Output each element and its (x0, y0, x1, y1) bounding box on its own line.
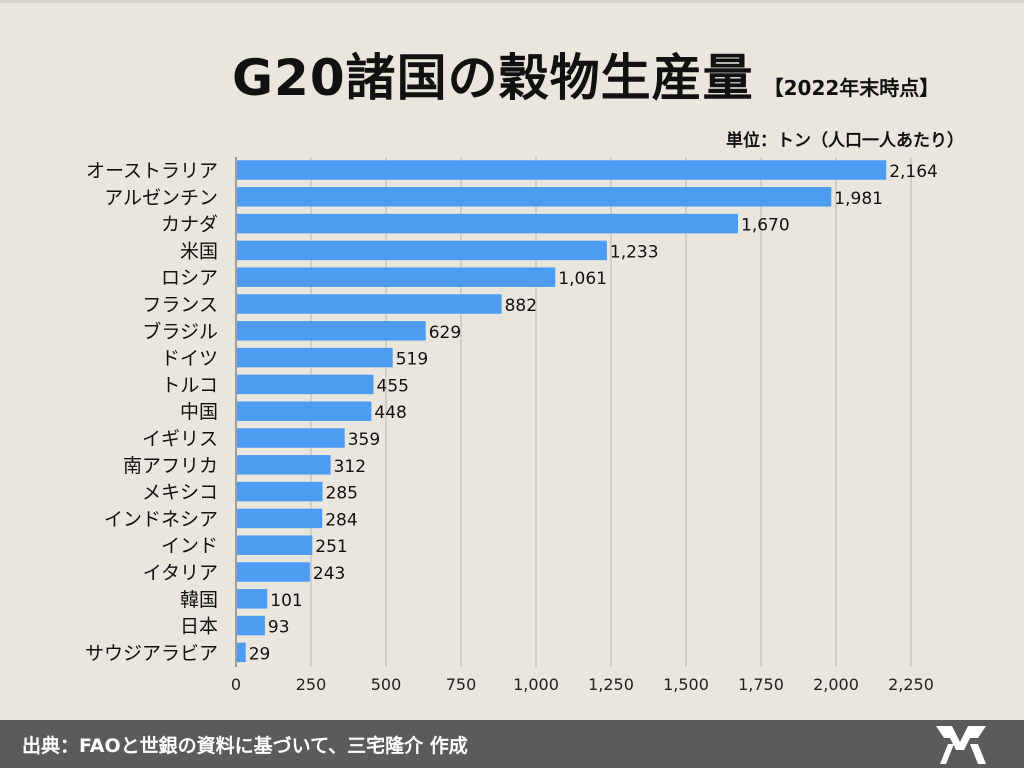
value-label: 455 (377, 376, 409, 396)
category-label: 韓国 (180, 589, 218, 611)
bar-chart: 0 250 500 750 1,000 1,250 1,500 1,750 2,000 2,250… (85, 157, 938, 694)
footer-bar: 出典：FAOと世銀の資料に基づいて、三宅隆介 作成 (0, 720, 1024, 768)
value-label: 312 (334, 457, 366, 477)
bar (237, 481, 323, 502)
value-label: 1,670 (741, 216, 790, 236)
bar (237, 160, 887, 180)
value-label: 101 (270, 591, 302, 611)
title-main: G20諸国の穀物生産量 (232, 49, 754, 107)
category-label: 中国 (180, 401, 218, 423)
x-tick-label: 1,250 (588, 675, 634, 694)
unit-label: 単位：トン（人口一人あたり） (726, 131, 964, 151)
category-label: 日本 (180, 616, 218, 638)
bar (237, 562, 310, 582)
bar (237, 187, 832, 207)
bar (237, 642, 246, 663)
value-label: 519 (396, 350, 428, 370)
category-label: アルゼンチン (104, 187, 218, 209)
x-tick-label: 2,000 (813, 675, 859, 694)
category-label: ドイツ (161, 348, 218, 370)
value-label: 284 (325, 510, 357, 530)
bar (237, 213, 738, 234)
x-tick-label: 1,000 (513, 675, 559, 694)
x-tick-label: 0 (231, 675, 241, 694)
category-label: フランス (142, 294, 218, 316)
category-label: イギリス (142, 428, 218, 450)
category-label: ブラジル (142, 320, 218, 343)
x-tick-label: 1,500 (663, 675, 709, 694)
value-label: 629 (429, 323, 461, 343)
category-label: インドネシア (104, 508, 218, 530)
bar (237, 535, 313, 555)
x-tick-label: 1,750 (738, 675, 784, 694)
bar (237, 240, 607, 261)
source-note: 出典：FAOと世銀の資料に基づいて、三宅隆介 作成 (22, 735, 468, 757)
x-tick-label: 2,250 (888, 675, 934, 694)
category-label: サウジアラビア (85, 642, 218, 664)
bar (237, 347, 393, 368)
bar (237, 428, 345, 448)
value-label: 882 (505, 296, 537, 316)
value-label: 448 (374, 403, 406, 423)
value-label: 29 (249, 644, 271, 664)
title-sub: 【2022年末時点】 (763, 76, 940, 100)
bar (237, 455, 331, 475)
bar (237, 401, 372, 421)
category-label: イタリア (143, 562, 218, 584)
value-label: 2,164 (889, 162, 938, 182)
bar (237, 615, 265, 636)
category-label: 南アフリカ (123, 455, 218, 477)
category-label: カナダ (161, 214, 218, 236)
x-tick-label: 500 (371, 675, 402, 694)
category-label: オーストラリア (86, 160, 218, 182)
bar (237, 321, 426, 341)
value-label: 93 (268, 618, 290, 638)
value-label: 251 (315, 537, 347, 557)
chart-title: G20諸国の穀物生産量 【2022年末時点】 (232, 38, 939, 110)
value-label: 1,981 (834, 189, 883, 209)
value-label: 285 (326, 484, 358, 504)
category-label: ロシア (161, 267, 218, 289)
category-label: インド (161, 535, 218, 557)
category-label: メキシコ (142, 482, 218, 504)
value-label: 243 (313, 564, 345, 584)
bar (237, 267, 556, 287)
top-rule (0, 0, 1024, 3)
category-label: トルコ (161, 374, 218, 396)
bar (237, 508, 323, 529)
x-tick-label: 250 (296, 675, 327, 694)
brand-logo-icon (936, 726, 986, 764)
bar (237, 374, 374, 395)
value-label: 1,061 (558, 269, 607, 289)
bar (237, 294, 502, 314)
x-tick-label: 750 (446, 675, 477, 694)
category-label: 米国 (180, 240, 218, 262)
value-label: 1,233 (610, 242, 659, 262)
value-label: 359 (348, 430, 380, 450)
bar (237, 589, 268, 609)
